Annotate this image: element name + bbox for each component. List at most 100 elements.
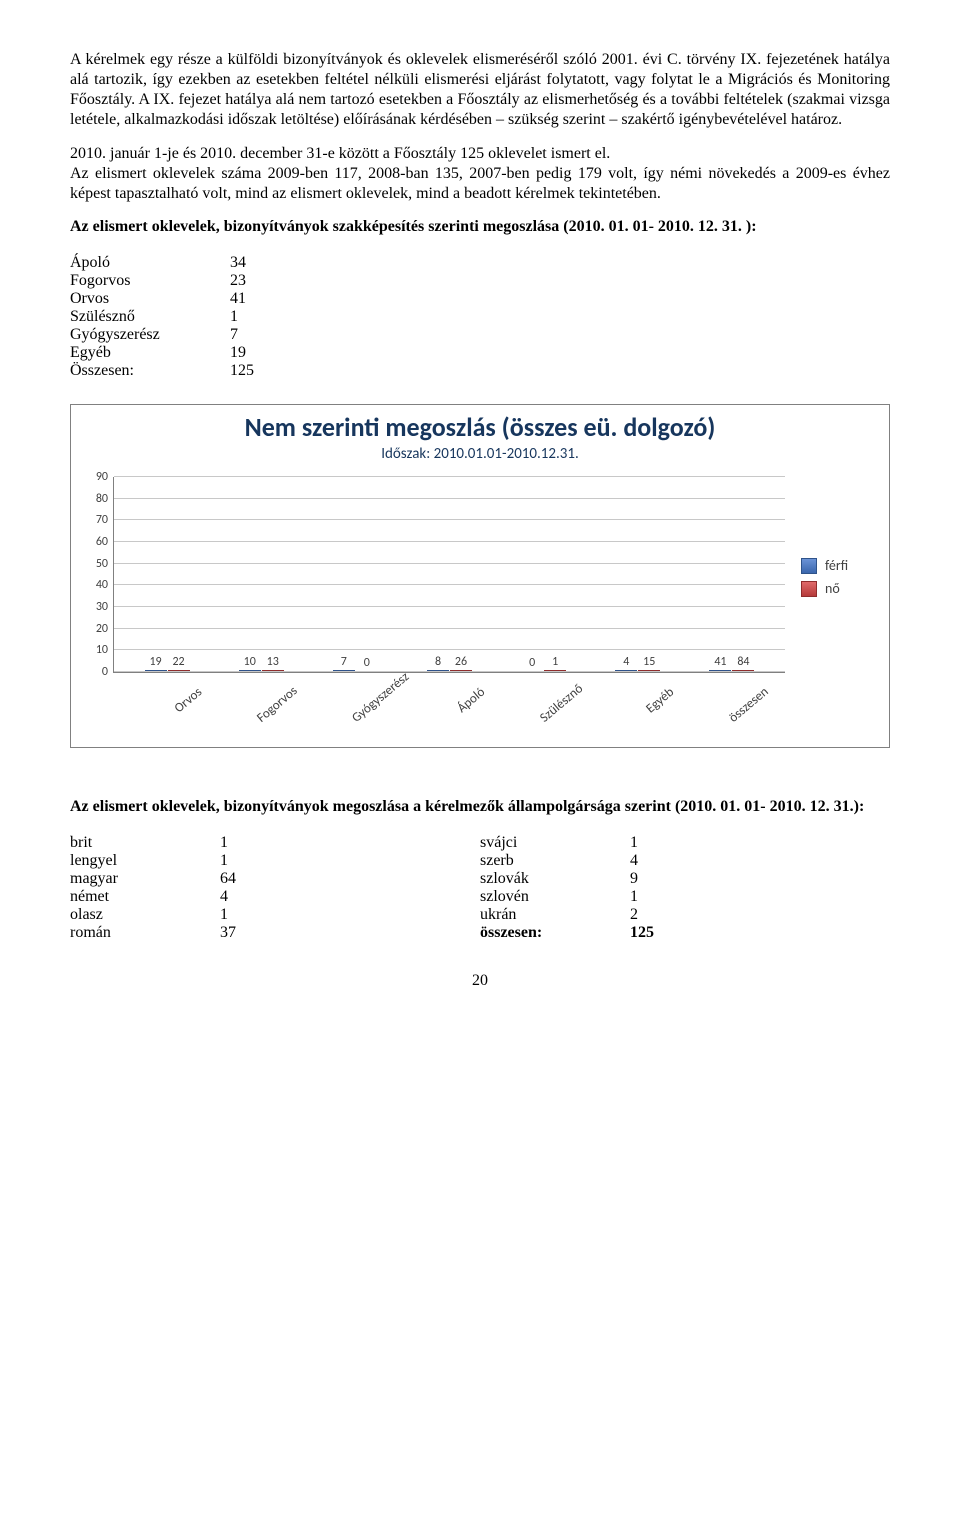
table-row: ukrán2 [480,906,890,924]
table-row: Gyógyszerész7 [70,326,890,344]
bar-value-label: 19 [149,655,161,669]
row-value: 1 [630,834,690,852]
y-tick-label: 60 [96,535,114,549]
table-row: lengyel1 [70,852,480,870]
row-value: 4 [220,888,280,906]
bar-value-label: 8 [435,655,441,669]
row-value: 19 [230,344,290,362]
bar-value-label: 15 [643,655,655,669]
paragraph-2-line2: Az elismert oklevelek száma 2009-ben 117… [70,165,890,202]
x-axis-labels: OrvosFogorvosGyógyszerészÁpolóSzülésznőE… [113,677,785,737]
row-label: Szülésznő [70,308,230,326]
row-value: 1 [230,308,290,326]
plot-inner: 1922101370826014154184 01020304050607080… [113,477,785,673]
bar-value-label: 41 [714,655,726,669]
row-label: lengyel [70,852,220,870]
row-value: 41 [230,290,290,308]
chart-legend: férfi nő [793,477,879,603]
row-value: 1 [630,888,690,906]
row-label: Orvos [70,290,230,308]
gender-chart: Nem szerinti megoszlás (összes eü. dolgo… [70,404,890,748]
row-label: román [70,924,220,942]
y-tick-label: 10 [96,643,114,657]
gridline [114,649,785,650]
row-value: 64 [220,870,280,888]
table-row: román37 [70,924,480,942]
bars-area: 1922101370826014154184 [114,477,785,672]
y-tick-label: 80 [96,492,114,506]
section-title-nationality: Az elismert oklevelek, bizonyítványok me… [70,798,890,816]
bar-value-label: 22 [172,655,184,669]
professions-table: Ápoló34Fogorvos23Orvos41Szülésznő1Gyógys… [70,254,890,380]
row-label: Összesen: [70,362,230,380]
x-tick-label: Fogorvos [248,677,322,753]
gridline [114,519,785,520]
bar-value-label: 13 [267,655,279,669]
bar-value-label: 1 [552,655,558,669]
table-row: szerb4 [480,852,890,870]
legend-item: férfi [801,557,879,574]
row-value: 1 [220,906,280,924]
table-row: Összesen:125 [70,362,890,380]
table-row: brit1 [70,834,480,852]
row-value: 1 [220,834,280,852]
table-row: Ápoló34 [70,254,890,272]
nationality-col-right: svájci1szerb4szlovák9szlovén1ukrán2össze… [480,834,890,942]
row-value: 9 [630,870,690,888]
legend-label: férfi [825,557,848,574]
row-value: 1 [220,852,280,870]
paragraph-1: A kérelmek egy része a külföldi bizonyít… [70,50,890,130]
row-label: brit [70,834,220,852]
x-tick-label: Szülésznő [531,677,605,753]
y-tick-label: 90 [96,470,114,484]
row-value: 2 [630,906,690,924]
table-row: Szülésznő1 [70,308,890,326]
legend-label: nő [825,580,840,597]
x-tick-label: Egyéb [625,677,699,753]
table-row: Orvos41 [70,290,890,308]
page-number: 20 [70,972,890,990]
row-value: 125 [630,924,690,942]
x-tick-label: Orvos [154,677,228,753]
table-row: olasz1 [70,906,480,924]
page: A kérelmek egy része a külföldi bizonyít… [0,0,960,1020]
gridline [114,628,785,629]
gridline [114,476,785,477]
x-tick-label: Ápoló [437,677,511,753]
gridline [114,498,785,499]
table-row: német4 [70,888,480,906]
bar-value-label: 26 [455,655,467,669]
table-row: svájci1 [480,834,890,852]
row-value: 4 [630,852,690,870]
gridline [114,563,785,564]
table-row: magyar64 [70,870,480,888]
gridline [114,584,785,585]
row-label: magyar [70,870,220,888]
paragraph-2: 2010. január 1-je és 2010. december 31-e… [70,144,890,204]
paragraph-2-line1: 2010. január 1-je és 2010. december 31-e… [70,145,610,162]
bar-value-label: 84 [737,655,749,669]
nationality-col-left: brit1lengyel1magyar64német4olasz1román37 [70,834,480,942]
x-tick-label: Gyógyszerész [342,677,416,753]
chart-plot-area: 1922101370826014154184 01020304050607080… [81,477,793,737]
chart-subtitle: Időszak: 2010.01.01-2010.12.31. [81,445,879,463]
row-value: 37 [220,924,280,942]
row-label: Fogorvos [70,272,230,290]
section-title-professions: Az elismert oklevelek, bizonyítványok sz… [70,218,890,236]
bar-value-label: 4 [623,655,629,669]
row-label: német [70,888,220,906]
table-row: szlovák9 [480,870,890,888]
table-row: összesen:125 [480,924,890,942]
row-value: 125 [230,362,290,380]
chart-body: 1922101370826014154184 01020304050607080… [81,477,879,737]
chart-title: Nem szerinti megoszlás (összes eü. dolgo… [81,411,879,443]
x-tick-label: összesen [720,677,794,753]
bar-value-label: 0 [364,656,370,670]
row-value: 23 [230,272,290,290]
row-label: Gyógyszerész [70,326,230,344]
row-label: összesen: [480,924,630,942]
row-label: ukrán [480,906,630,924]
y-tick-label: 70 [96,513,114,527]
row-label: olasz [70,906,220,924]
row-label: Egyéb [70,344,230,362]
